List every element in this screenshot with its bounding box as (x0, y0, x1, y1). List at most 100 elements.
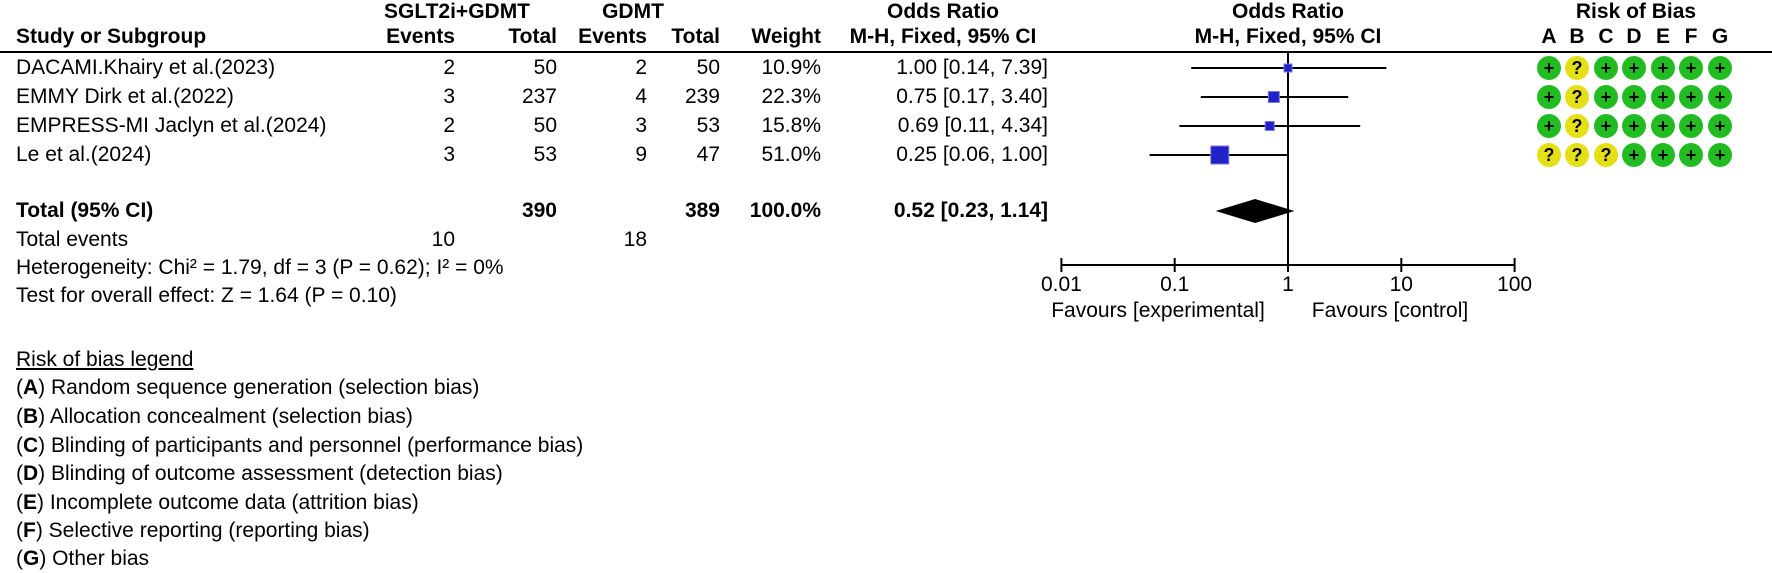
rob-low-risk-icon: + (1537, 114, 1561, 138)
rob-legend-item: (A) Random sequence generation (selectio… (16, 376, 480, 399)
study-weight: 10.9% (761, 56, 821, 79)
weight-header: Weight (751, 25, 821, 48)
axis-tick-label: 10 (1389, 273, 1413, 296)
total-events-v1: 10 (431, 228, 455, 251)
study-total1: 50 (533, 56, 557, 79)
rob-low-risk-icon: + (1708, 143, 1732, 167)
total-row-total2: 389 (684, 199, 720, 222)
rob-legend-item: (D) Blinding of outcome assessment (dete… (16, 462, 503, 485)
study-name: DACAMI.Khairy et al.(2023) (16, 56, 276, 79)
study-events2: 4 (635, 85, 647, 108)
study-total2: 50 (696, 56, 720, 79)
rob-legend-letter: E (23, 491, 38, 514)
study-total1: 50 (533, 114, 557, 137)
group2-header: GDMT (602, 0, 664, 23)
favours-left-label: Favours [experimental] (1051, 299, 1265, 322)
rob-low-risk-icon: + (1679, 143, 1703, 167)
or-point-square (1210, 145, 1230, 165)
study-total2: 239 (684, 85, 720, 108)
rob-low-risk-icon: + (1537, 56, 1561, 80)
rob-legend-item: (F) Selective reporting (reporting bias) (16, 519, 370, 542)
heterogeneity-stat: Heterogeneity: Chi² = 1.79, df = 3 (P = … (16, 256, 504, 279)
rob-column-letter: F (1684, 25, 1698, 48)
risk-of-bias-title: Risk of Bias (1575, 0, 1697, 23)
rob-low-risk-icon: + (1679, 56, 1703, 80)
total-row-label: Total (95% CI) (16, 199, 154, 222)
study-events2: 2 (635, 56, 647, 79)
study-total2: 47 (696, 143, 720, 166)
rob-column-letter: E (1655, 25, 1671, 48)
rob-low-risk-icon: + (1651, 143, 1675, 167)
header-divider-rule (0, 51, 1772, 53)
rob-low-risk-icon: + (1679, 85, 1703, 109)
group1-header: SGLT2i+GDMT (383, 0, 531, 23)
rob-low-risk-icon: + (1708, 114, 1732, 138)
study-weight: 22.3% (761, 85, 821, 108)
rob-low-risk-icon: + (1708, 85, 1732, 109)
study-total1: 53 (533, 143, 557, 166)
study-total2: 53 (696, 114, 720, 137)
axis-tick-label: 1 (1282, 273, 1294, 296)
rob-unclear-risk-icon: ? (1565, 85, 1589, 109)
rob-legend-item: (G) Other bias (16, 547, 150, 570)
total-row-or-ci: 0.52 [0.23, 1.14] (893, 199, 1048, 222)
rob-low-risk-icon: + (1622, 56, 1646, 80)
rob-legend-letter: B (23, 405, 39, 428)
rob-unclear-risk-icon: ? (1565, 143, 1589, 167)
study-name: Le et al.(2024) (16, 143, 152, 166)
or-text-subheader: M-H, Fixed, 95% CI (849, 25, 1037, 48)
rob-column-letter: A (1541, 25, 1557, 48)
rob-legend-letter: F (23, 519, 36, 542)
rob-legend-item: (E) Incomplete outcome data (attrition b… (16, 491, 419, 514)
study-column-header: Study or Subgroup (16, 25, 207, 48)
or-point-square (1264, 121, 1275, 131)
study-events1: 3 (443, 85, 455, 108)
study-events2: 3 (635, 114, 647, 137)
rob-unclear-risk-icon: ? (1565, 56, 1589, 80)
rob-low-risk-icon: + (1679, 114, 1703, 138)
rob-unclear-risk-icon: ? (1537, 143, 1561, 167)
study-events1: 3 (443, 143, 455, 166)
rob-legend-letter: D (23, 462, 39, 485)
rob-low-risk-icon: + (1651, 56, 1675, 80)
axis-tick-label: 0.01 (1040, 273, 1082, 296)
study-name: EMMY Dirk et al.(2022) (16, 85, 234, 108)
rob-unclear-risk-icon: ? (1594, 143, 1618, 167)
study-name: EMPRESS-MI Jaclyn et al.(2024) (16, 114, 327, 137)
study-weight: 51.0% (761, 143, 821, 166)
favours-right-label: Favours [control] (1311, 299, 1469, 322)
or-point-square (1267, 91, 1280, 103)
study-events2: 9 (635, 143, 647, 166)
rob-low-risk-icon: + (1594, 114, 1618, 138)
rob-low-risk-icon: + (1651, 85, 1675, 109)
total-events-label: Total events (16, 228, 129, 251)
total-events-v2: 18 (623, 228, 647, 251)
axis-tick-label: 100 (1497, 273, 1533, 296)
rob-column-letter: G (1711, 25, 1729, 48)
rob-low-risk-icon: + (1622, 143, 1646, 167)
or-point-square (1283, 63, 1293, 73)
events2-header: Events (578, 25, 647, 48)
rob-legend-letter: C (23, 434, 39, 457)
rob-unclear-risk-icon: ? (1565, 114, 1589, 138)
rob-legend-item: (C) Blinding of participants and personn… (16, 434, 584, 457)
summary-diamond (1215, 199, 1295, 223)
rob-legend-letter: A (23, 376, 39, 399)
rob-low-risk-icon: + (1651, 114, 1675, 138)
total2-header: Total (671, 25, 720, 48)
or-plot-column-title: Odds Ratio (1231, 0, 1345, 23)
rob-legend-item: (B) Allocation concealment (selection bi… (16, 405, 413, 428)
rob-low-risk-icon: + (1708, 56, 1732, 80)
rob-low-risk-icon: + (1594, 85, 1618, 109)
rob-low-risk-icon: + (1537, 85, 1561, 109)
total1-header: Total (508, 25, 557, 48)
rob-column-letter: B (1569, 25, 1585, 48)
study-events1: 2 (443, 114, 455, 137)
study-total1: 237 (521, 85, 557, 108)
study-events1: 2 (443, 56, 455, 79)
rob-legend-letter: G (23, 547, 40, 570)
overall-effect-stat: Test for overall effect: Z = 1.64 (P = 0… (16, 284, 397, 307)
rob-legend-title: Risk of bias legend (16, 348, 194, 371)
